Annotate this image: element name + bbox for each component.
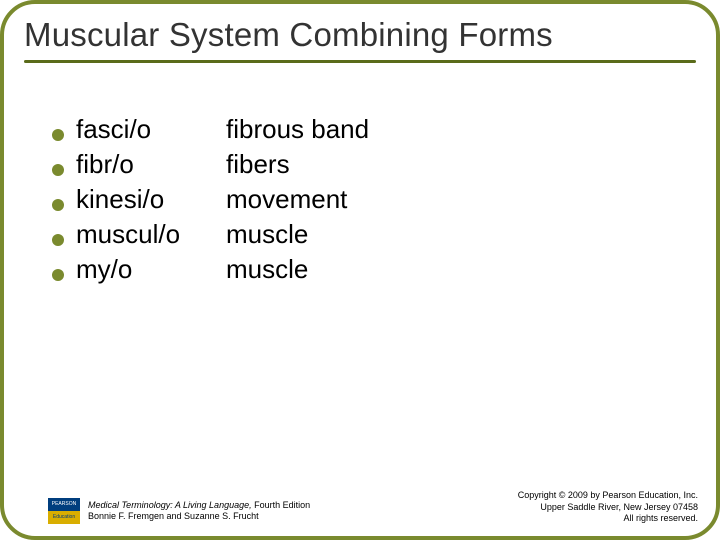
footer-left: PEARSON Education Medical Terminology: A… <box>48 498 310 524</box>
definition-text: muscle <box>226 219 308 250</box>
bullet-icon <box>52 234 64 246</box>
slide-footer: PEARSON Education Medical Terminology: A… <box>48 490 698 524</box>
term-text: my/o <box>76 254 226 285</box>
copyright-block: Copyright © 2009 by Pearson Education, I… <box>518 490 698 524</box>
title-underline <box>24 60 696 63</box>
list-item: kinesi/o movement <box>52 184 369 215</box>
definition-text: muscle <box>226 254 308 285</box>
book-title: Medical Terminology: A Living Language, <box>88 500 254 510</box>
book-authors: Bonnie F. Fremgen and Suzanne S. Frucht <box>88 511 310 522</box>
book-info: Medical Terminology: A Living Language, … <box>88 500 310 523</box>
publisher-logo: PEARSON Education <box>48 498 80 524</box>
term-text: muscul/o <box>76 219 226 250</box>
definition-text: fibrous band <box>226 114 369 145</box>
list-item: fasci/o fibrous band <box>52 114 369 145</box>
bullet-icon <box>52 199 64 211</box>
content-list: fasci/o fibrous band fibr/o fibers kines… <box>52 114 369 289</box>
copyright-line: Copyright © 2009 by Pearson Education, I… <box>518 490 698 501</box>
copyright-line: Upper Saddle River, New Jersey 07458 <box>518 502 698 513</box>
title-area: Muscular System Combining Forms <box>24 16 696 63</box>
term-text: fasci/o <box>76 114 226 145</box>
logo-top-text: PEARSON <box>48 498 80 511</box>
copyright-line: All rights reserved. <box>518 513 698 524</box>
book-title-line: Medical Terminology: A Living Language, … <box>88 500 310 511</box>
bullet-icon <box>52 269 64 281</box>
definition-text: fibers <box>226 149 290 180</box>
bullet-icon <box>52 164 64 176</box>
list-item: my/o muscle <box>52 254 369 285</box>
logo-bottom-text: Education <box>48 511 80 524</box>
book-edition: Fourth Edition <box>254 500 310 510</box>
term-text: kinesi/o <box>76 184 226 215</box>
list-item: muscul/o muscle <box>52 219 369 250</box>
term-text: fibr/o <box>76 149 226 180</box>
bullet-icon <box>52 129 64 141</box>
slide-frame: Muscular System Combining Forms fasci/o … <box>0 0 720 540</box>
list-item: fibr/o fibers <box>52 149 369 180</box>
definition-text: movement <box>226 184 347 215</box>
slide-title: Muscular System Combining Forms <box>24 16 696 54</box>
